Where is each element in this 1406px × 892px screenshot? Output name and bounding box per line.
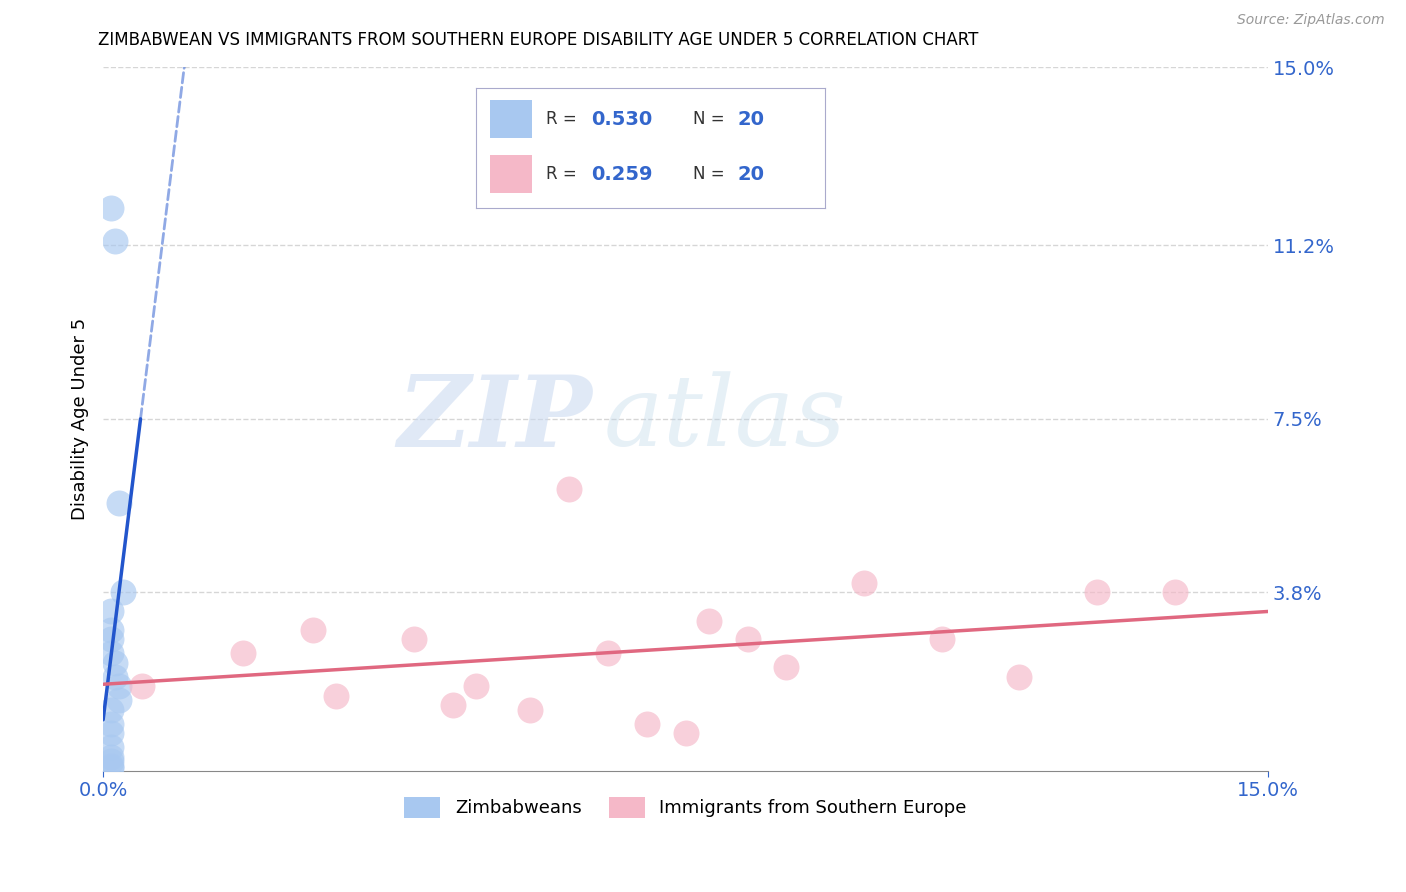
Point [104, 234, 127, 248]
Point [737, 632, 759, 647]
Point [325, 689, 347, 703]
Point [775, 660, 797, 674]
Point [100, 632, 122, 647]
Point [596, 647, 619, 661]
Text: atlas: atlas [605, 371, 846, 467]
Legend: Zimbabweans, Immigrants from Southern Europe: Zimbabweans, Immigrants from Southern Eu… [396, 789, 974, 825]
Y-axis label: Disability Age Under 5: Disability Age Under 5 [72, 318, 89, 520]
Point [100, 759, 122, 773]
Point [100, 754, 122, 768]
Point [100, 740, 122, 755]
Point [100, 761, 122, 775]
Point [100, 703, 122, 717]
Point [107, 679, 129, 693]
Point [100, 716, 122, 731]
Point [104, 670, 127, 684]
Text: ZIMBABWEAN VS IMMIGRANTS FROM SOUTHERN EUROPE DISABILITY AGE UNDER 5 CORRELATION: ZIMBABWEAN VS IMMIGRANTS FROM SOUTHERN E… [98, 31, 979, 49]
Point [107, 693, 129, 707]
Point [100, 749, 122, 764]
Point [111, 585, 134, 599]
Point [697, 614, 720, 628]
Point [519, 703, 541, 717]
Point [1164, 585, 1187, 599]
Point [107, 496, 129, 510]
Point [402, 632, 425, 647]
Point [100, 604, 122, 618]
Point [301, 623, 323, 637]
Point [232, 647, 254, 661]
Point [1085, 585, 1108, 599]
Text: Source: ZipAtlas.com: Source: ZipAtlas.com [1237, 13, 1385, 28]
Point [558, 482, 581, 496]
Point [104, 656, 127, 670]
Text: ZIP: ZIP [398, 371, 592, 467]
Point [100, 726, 122, 740]
Point [675, 726, 697, 740]
Point [636, 716, 658, 731]
Point [131, 679, 153, 693]
Point [464, 679, 486, 693]
Point [100, 647, 122, 661]
Point [441, 698, 464, 712]
Point [1008, 670, 1031, 684]
Point [853, 576, 876, 591]
Point [100, 201, 122, 215]
Point [931, 632, 953, 647]
Point [100, 623, 122, 637]
